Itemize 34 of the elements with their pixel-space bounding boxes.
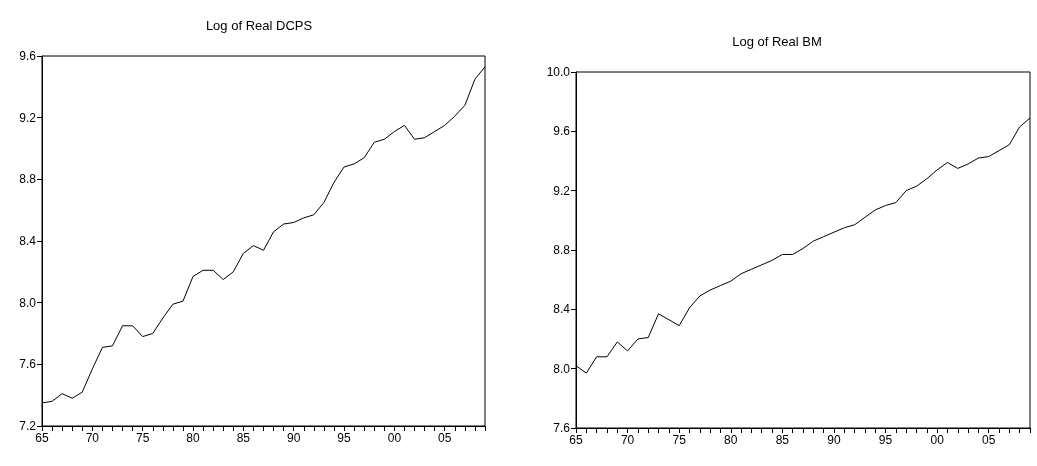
x-tick-label: 05 xyxy=(982,433,996,447)
y-tick-label: 9.2 xyxy=(19,110,37,125)
y-tick-label: 7.6 xyxy=(19,357,37,372)
x-tick-label: 00 xyxy=(930,433,945,447)
x-tick-label: 65 xyxy=(569,433,583,447)
x-tick-label: 75 xyxy=(136,431,150,445)
chart-title: Log of Real BM xyxy=(732,34,822,49)
x-tick-label: 70 xyxy=(620,433,635,447)
x-tick-label: 05 xyxy=(438,431,452,445)
x-tick-label: 90 xyxy=(827,433,841,447)
x-tick-label: 85 xyxy=(236,431,251,445)
x-tick-label: 90 xyxy=(287,431,301,445)
chart-title: Log of Real DCPS xyxy=(205,18,313,33)
x-tick-label: 00 xyxy=(387,431,402,445)
x-tick-label: 80 xyxy=(724,433,738,447)
x-tick-label: 80 xyxy=(186,431,201,445)
y-tick-label: 9.2 xyxy=(553,183,571,198)
y-tick-label: 9.6 xyxy=(553,124,571,139)
y-tick-label: 9.6 xyxy=(19,49,37,63)
x-tick-label: 85 xyxy=(775,433,790,447)
x-tick-label: 65 xyxy=(35,431,49,445)
x-tick-label: 70 xyxy=(85,431,100,445)
x-tick-label: 95 xyxy=(878,433,893,447)
x-tick-label: 95 xyxy=(337,431,352,445)
y-tick-label: 8.0 xyxy=(553,361,571,376)
y-tick-label: 7.2 xyxy=(19,419,37,433)
y-tick-label: 8.0 xyxy=(19,295,37,310)
y-tick-label: 8.4 xyxy=(19,234,37,248)
y-tick-label: 8.8 xyxy=(19,172,37,187)
y-tick-label: 10.0 xyxy=(546,65,571,79)
y-tick-label: 8.4 xyxy=(553,302,571,317)
x-tick-label: 75 xyxy=(672,433,687,447)
y-tick-label: 8.8 xyxy=(553,243,571,257)
y-tick-label: 7.6 xyxy=(553,421,571,435)
